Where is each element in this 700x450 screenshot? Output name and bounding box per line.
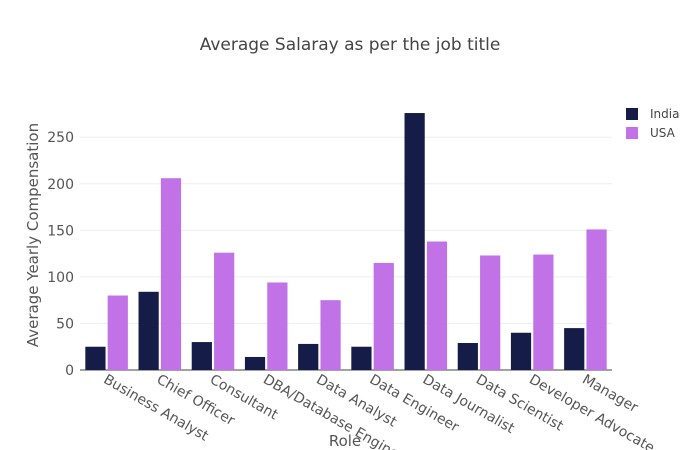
bar xyxy=(85,346,106,370)
y-tick-label: 250 xyxy=(47,130,74,146)
bar xyxy=(404,113,425,370)
legend-swatch xyxy=(626,127,638,139)
y-tick-label: 0 xyxy=(65,363,74,379)
bar xyxy=(298,343,319,370)
chart-title: Average Salaray as per the job title xyxy=(200,35,501,55)
x-axis-label: Role xyxy=(329,432,361,450)
bar xyxy=(214,252,235,370)
bar xyxy=(351,346,372,370)
y-tick-label: 150 xyxy=(47,223,74,239)
bar xyxy=(244,356,266,370)
x-tick-label: Data Journalist xyxy=(420,372,518,438)
bar xyxy=(191,342,212,370)
bar xyxy=(586,229,607,370)
bar xyxy=(320,300,341,370)
y-tick-label: 100 xyxy=(47,270,74,286)
y-axis-label: Average Yearly Compensation xyxy=(24,123,42,347)
legend-label: India xyxy=(650,107,679,121)
bar xyxy=(373,262,394,370)
legend-label: USA xyxy=(650,126,676,140)
bar xyxy=(160,178,182,370)
bar xyxy=(564,328,585,370)
x-tick-label: Data Engineer xyxy=(367,372,462,436)
bar xyxy=(426,241,448,370)
bar xyxy=(457,343,478,370)
bar xyxy=(138,291,159,370)
bar xyxy=(480,255,501,370)
y-tick-label: 200 xyxy=(47,177,74,193)
bar xyxy=(533,254,554,370)
legend-swatch xyxy=(626,108,638,120)
bar xyxy=(510,332,532,370)
bar xyxy=(107,295,128,370)
bar xyxy=(267,282,288,370)
y-tick-label: 50 xyxy=(56,316,74,332)
